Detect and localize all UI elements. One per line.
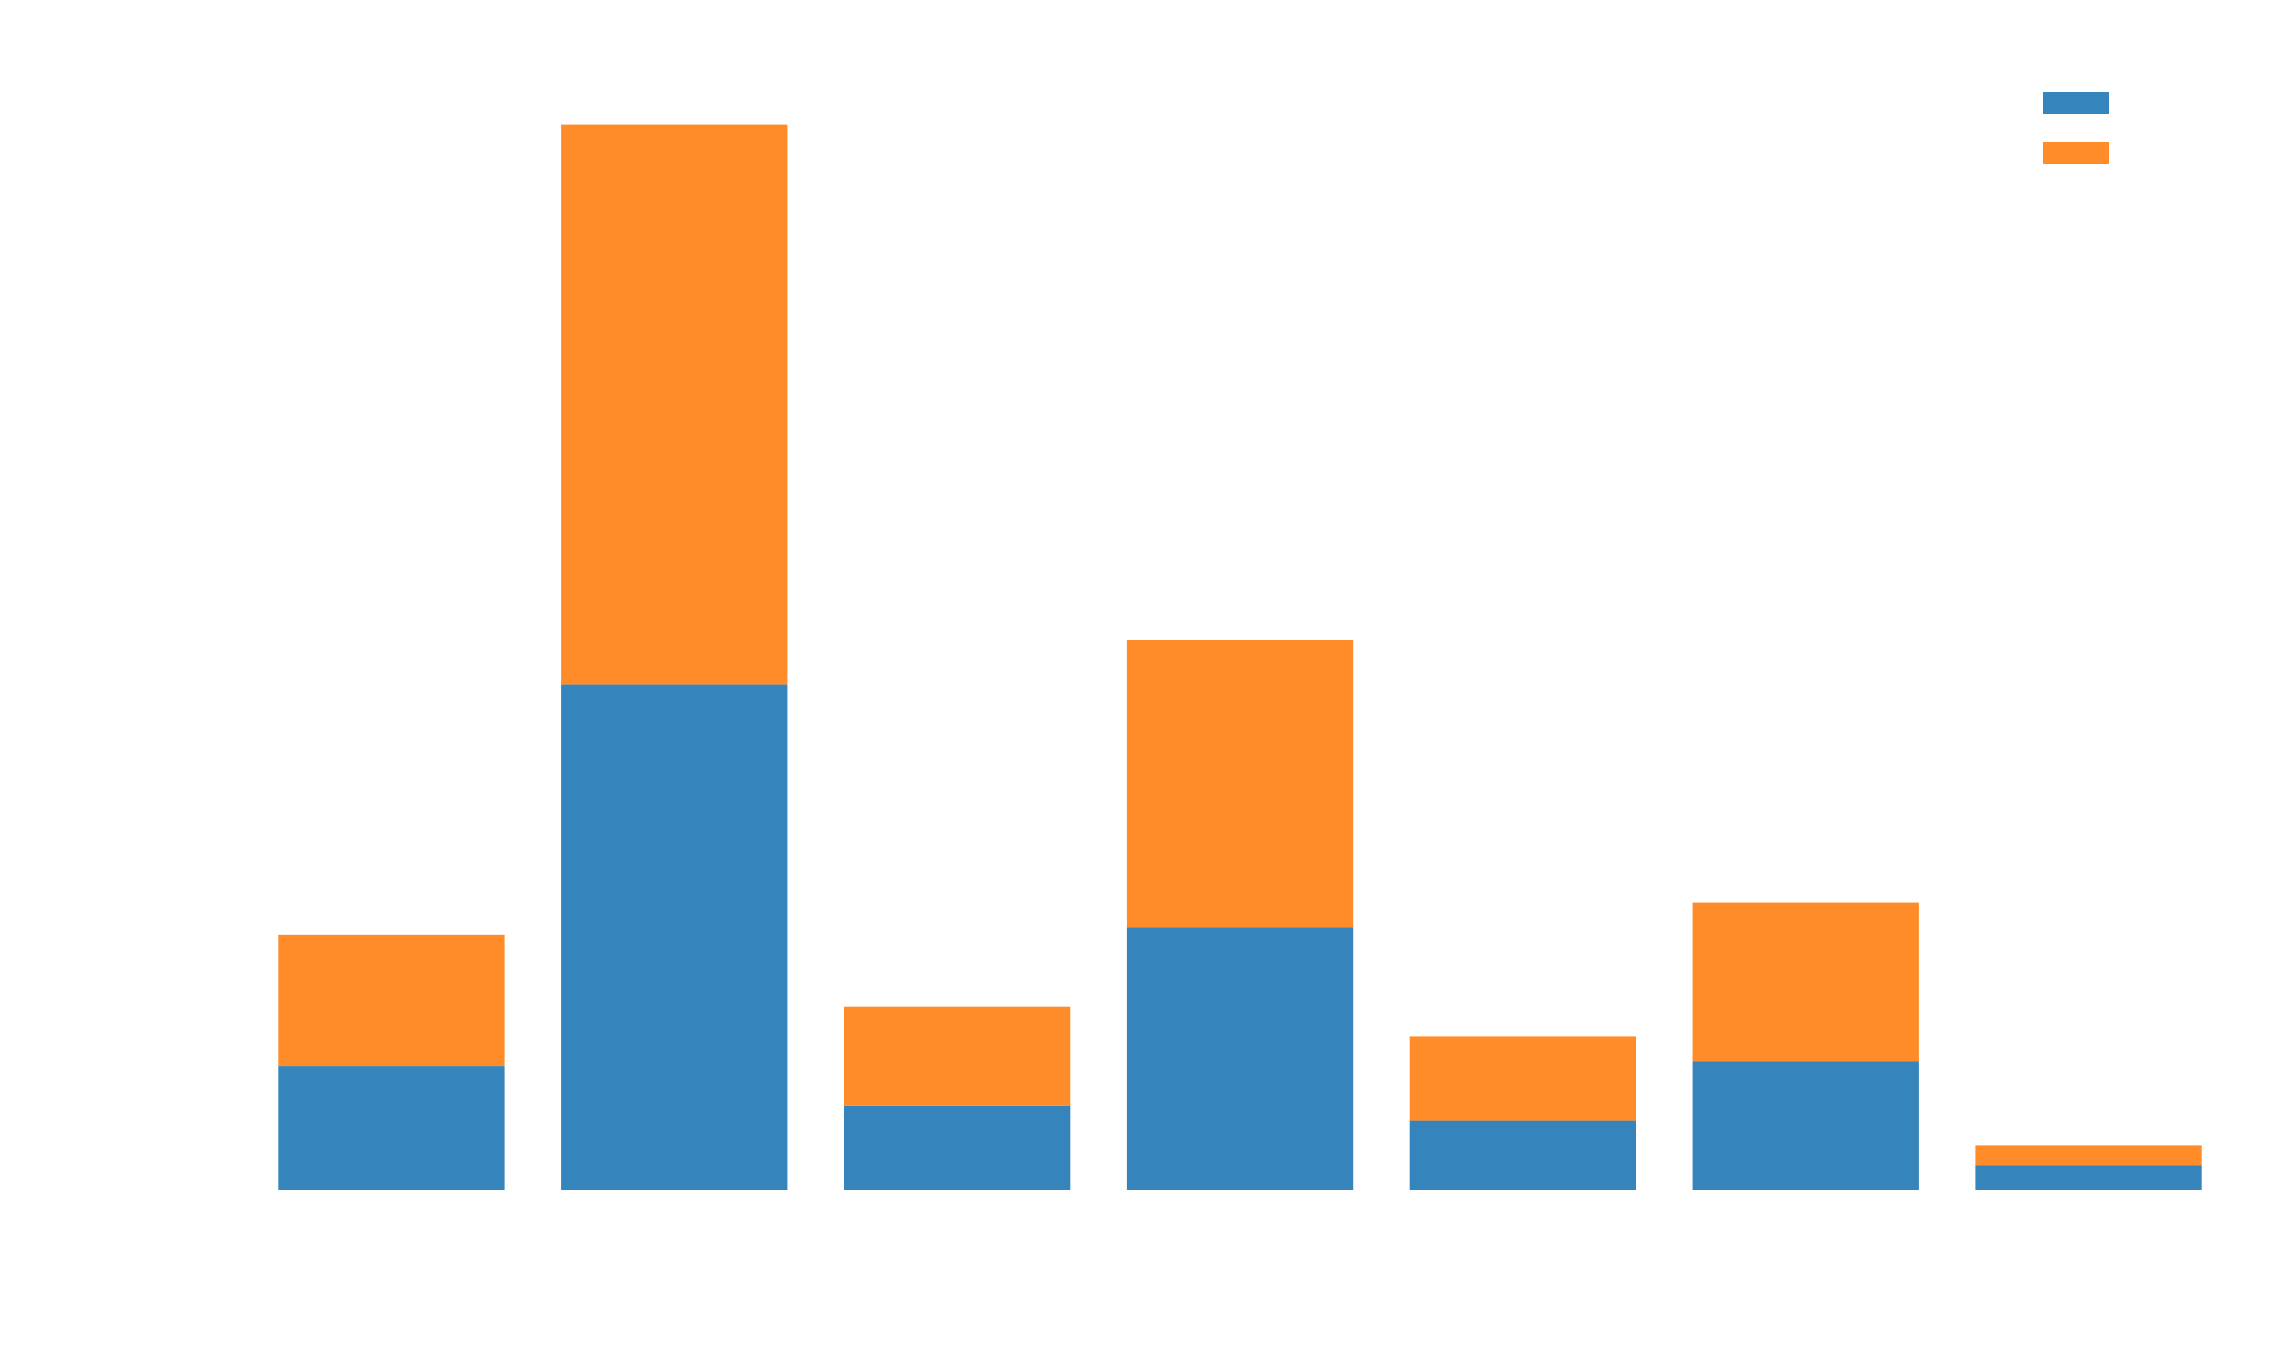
bar-series-2-category-1 xyxy=(278,934,505,1067)
legend-swatch-series-1 xyxy=(2043,92,2109,114)
bar-series-2-category-2 xyxy=(561,124,788,685)
bar-series-2-category-7 xyxy=(1975,1145,2202,1166)
bar-series-2-category-4 xyxy=(1126,640,1354,928)
bar-series-2-category-6 xyxy=(1692,902,1919,1062)
bars-group xyxy=(278,124,2202,1190)
bar-series-2-category-3 xyxy=(844,1006,1071,1106)
bar-series-1-category-5 xyxy=(1409,1120,1636,1190)
legend xyxy=(2043,92,2109,164)
legend-swatch-series-2 xyxy=(2043,142,2109,164)
bar-series-1-category-4 xyxy=(1126,927,1354,1190)
bar-series-1-category-7 xyxy=(1975,1165,2202,1190)
bar-series-2-category-5 xyxy=(1409,1036,1636,1121)
bar-series-1-category-2 xyxy=(561,684,788,1190)
bar-series-1-category-6 xyxy=(1692,1061,1919,1190)
bar-series-1-category-3 xyxy=(844,1105,1071,1190)
bar-series-1-category-1 xyxy=(278,1066,505,1190)
